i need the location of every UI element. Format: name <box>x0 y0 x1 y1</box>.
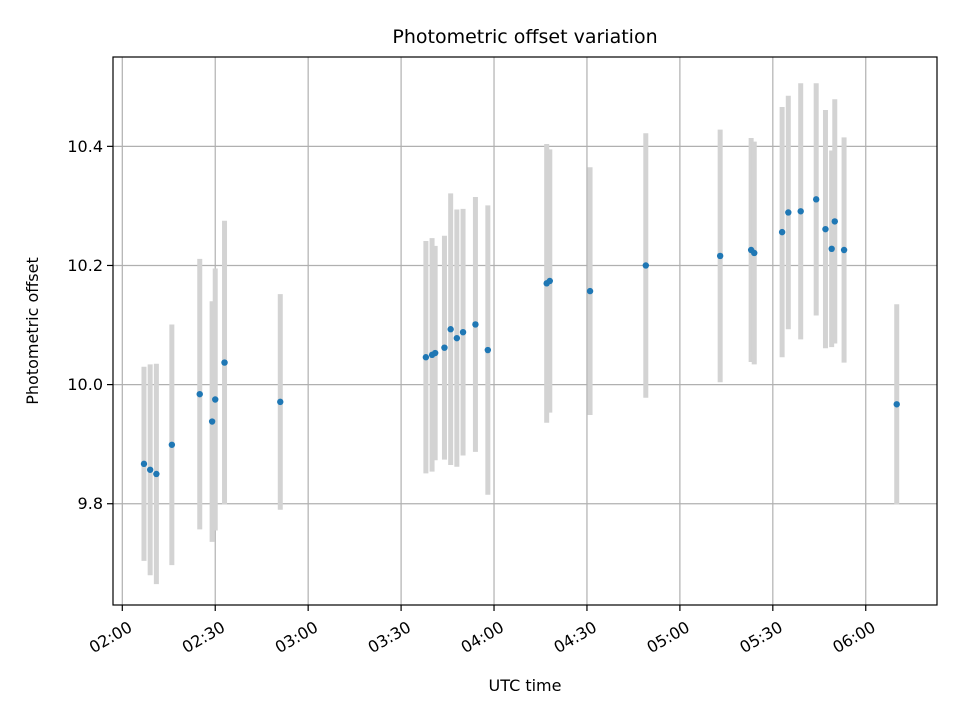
data-point <box>221 359 228 366</box>
data-point <box>785 209 792 216</box>
data-point <box>586 287 594 295</box>
x-axis-label: UTC time <box>489 676 562 695</box>
data-point <box>840 246 848 254</box>
data-point <box>778 228 786 236</box>
data-point <box>893 401 900 408</box>
data-point <box>642 262 650 269</box>
data-point <box>484 346 492 354</box>
data-point <box>441 344 448 351</box>
data-point <box>196 390 203 398</box>
data-point <box>431 349 439 357</box>
data-point <box>812 196 820 203</box>
data-point <box>797 208 804 215</box>
data-point <box>208 418 216 425</box>
y-axis-label: Photometric offset <box>23 257 42 405</box>
data-point <box>831 218 838 225</box>
data-point <box>822 225 829 233</box>
y-axis-ticks: 9.8 10.0 10.2 10.4 <box>67 137 113 513</box>
data-point <box>751 249 758 257</box>
data-points <box>140 196 900 478</box>
y-tick-label: 10.2 <box>67 256 103 275</box>
data-point <box>140 460 148 468</box>
data-point <box>716 252 724 260</box>
data-point <box>168 441 176 448</box>
data-point <box>447 326 454 333</box>
data-point <box>546 277 553 285</box>
data-point <box>453 334 461 342</box>
data-point <box>472 321 479 328</box>
data-point <box>153 470 160 478</box>
data-point <box>422 354 430 361</box>
data-point <box>212 396 219 403</box>
chart-title: Photometric offset variation <box>392 26 657 48</box>
y-tick-label: 10.4 <box>67 137 103 156</box>
data-point <box>459 328 467 336</box>
data-point <box>277 398 284 406</box>
y-tick-label: 10.0 <box>67 375 103 394</box>
data-point <box>828 245 835 252</box>
data-point <box>146 466 154 473</box>
plot-frame <box>112 56 938 606</box>
y-tick-label: 9.8 <box>78 494 103 513</box>
